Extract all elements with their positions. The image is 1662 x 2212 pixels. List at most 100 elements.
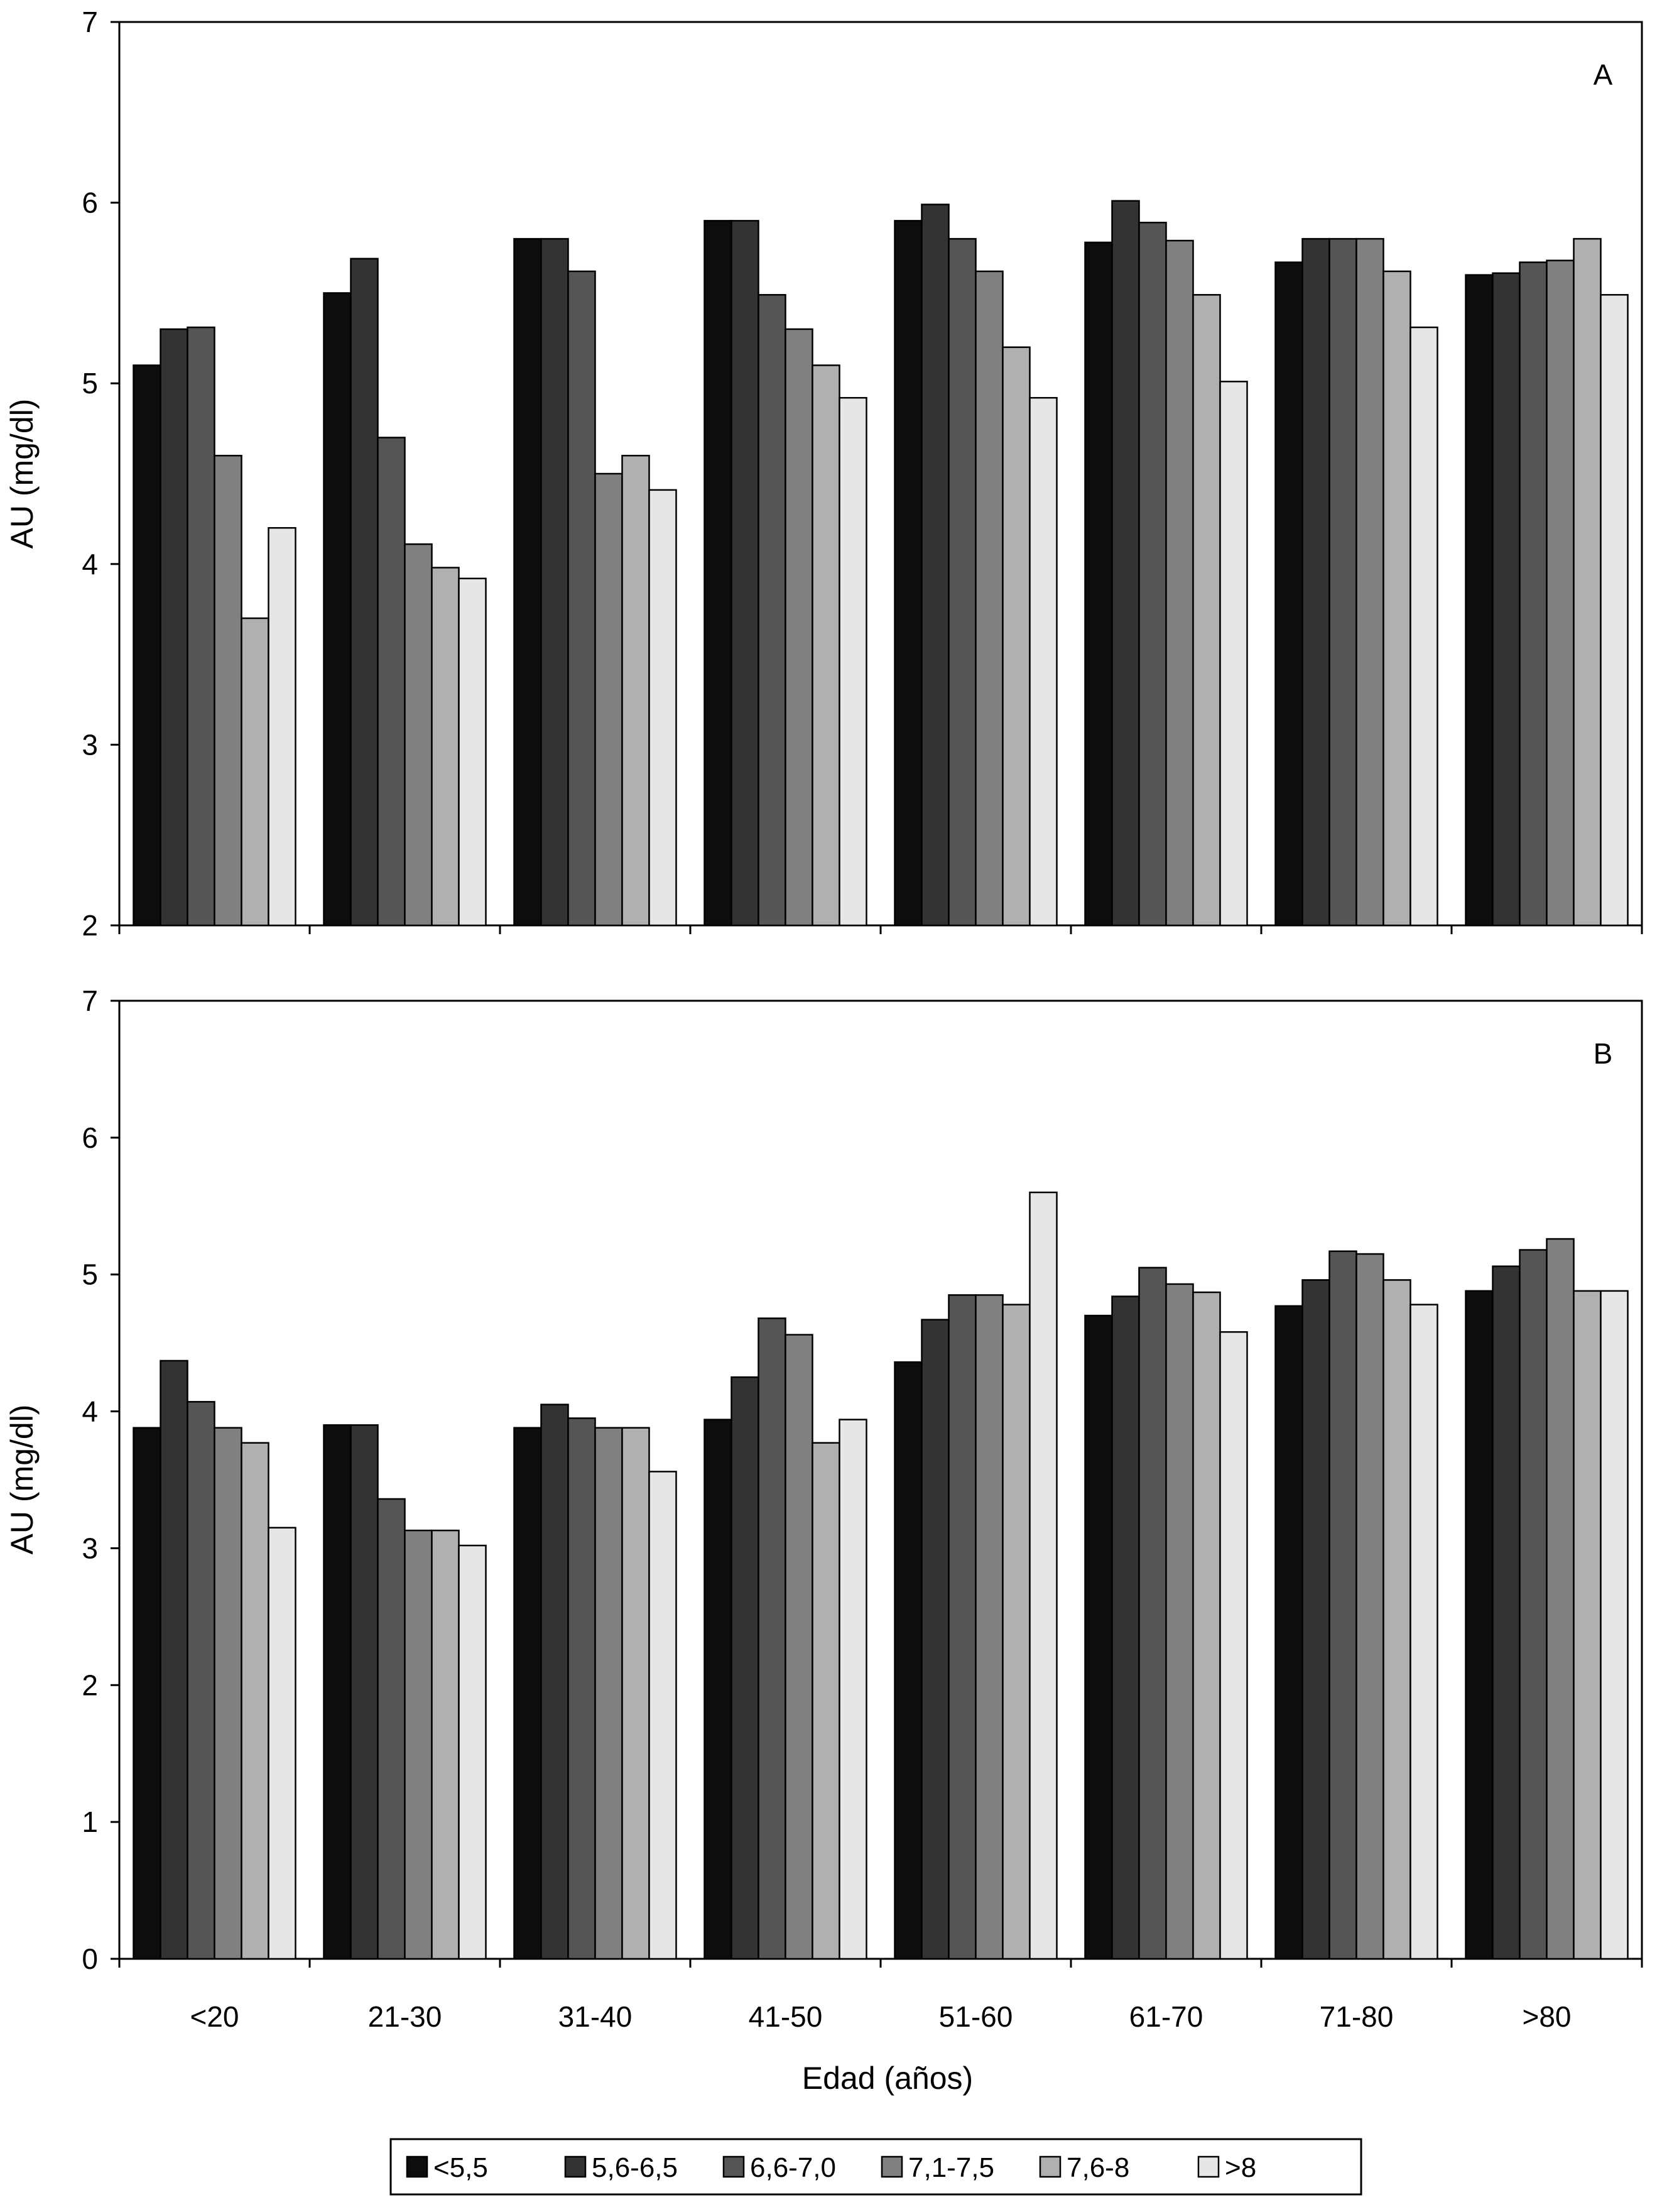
- bar: [1409, 1304, 1438, 1960]
- x-tick-label: <20: [190, 2000, 239, 2033]
- x-tick-label: 31-40: [558, 2000, 633, 2033]
- bar: [1274, 1305, 1303, 1960]
- legend-label: <5,5: [433, 2152, 488, 2183]
- bar: [621, 1427, 650, 1960]
- y-tick-label: 7: [82, 6, 98, 38]
- bar: [214, 1427, 242, 1960]
- bar: [187, 326, 215, 927]
- bar: [133, 364, 161, 927]
- bar: [758, 294, 786, 927]
- bar: [1029, 396, 1058, 927]
- bar: [1111, 1295, 1140, 1960]
- bar: [594, 1427, 623, 1960]
- legend-swatch: [1197, 2155, 1220, 2178]
- bar: [785, 328, 813, 927]
- bar: [431, 567, 460, 927]
- bar: [458, 577, 487, 927]
- bar: [975, 270, 1004, 927]
- panel-label: B: [1594, 1037, 1613, 1070]
- legend-swatch: [722, 2155, 745, 2178]
- bar: [160, 1359, 188, 1960]
- bar: [214, 454, 242, 927]
- bar: [894, 1361, 923, 1960]
- bar: [404, 1529, 433, 1960]
- bar: [1465, 1290, 1494, 1960]
- bar: [1029, 1191, 1058, 1960]
- x-tick-label: 61-70: [1129, 2000, 1203, 2033]
- y-axis-title: AU (mg/dl): [4, 399, 40, 549]
- bar: [785, 1334, 813, 1960]
- bar: [894, 220, 923, 927]
- legend-label: 7,6-8: [1067, 2152, 1129, 2183]
- bar: [567, 270, 596, 927]
- bar: [921, 1319, 950, 1960]
- x-tick-label: 21-30: [368, 2000, 442, 2033]
- bar: [540, 237, 569, 927]
- bar: [594, 472, 623, 927]
- bar: [1492, 1265, 1521, 1960]
- bar: [377, 437, 406, 927]
- y-tick-label: 2: [82, 1669, 98, 1701]
- bar: [160, 328, 188, 927]
- bar: [921, 204, 950, 927]
- bar: [404, 543, 433, 927]
- bar: [1355, 1253, 1384, 1960]
- y-tick-label: 5: [82, 367, 98, 400]
- bar: [1546, 259, 1575, 927]
- bar: [540, 1403, 569, 1960]
- bar: [758, 1317, 786, 1960]
- legend-label: 7,1-7,5: [908, 2152, 994, 2183]
- bar: [187, 1401, 215, 1960]
- bar: [1138, 221, 1167, 927]
- y-tick-label: 3: [82, 728, 98, 761]
- bar: [1355, 237, 1384, 927]
- legend-label: 5,6-6,5: [592, 2152, 678, 2183]
- legend: <5,5 5,6-6,5 6,6-7,0 7,1-7,5 7,6-8 >8: [389, 2138, 1362, 2196]
- bar: [1138, 1267, 1167, 1960]
- legend-swatch: [1039, 2155, 1062, 2178]
- bar: [1492, 272, 1521, 927]
- bar: [513, 237, 542, 927]
- bar: [268, 1527, 296, 1960]
- panel-label: A: [1594, 58, 1613, 91]
- bar: [1573, 1290, 1602, 1960]
- bar: [133, 1427, 161, 1960]
- bar: [812, 1442, 840, 1960]
- bar: [1328, 237, 1357, 927]
- bar: [1165, 239, 1194, 927]
- y-axis-title: AU (mg/dl): [4, 1405, 40, 1555]
- y-tick-label: 5: [82, 1258, 98, 1291]
- bar: [648, 1471, 677, 1960]
- bar: [1219, 1331, 1248, 1960]
- bar: [812, 364, 840, 927]
- bar: [839, 396, 867, 927]
- bar: [1084, 241, 1113, 927]
- bar: [1546, 1238, 1575, 1960]
- bar: [1301, 1279, 1330, 1960]
- bar: [1600, 294, 1629, 927]
- legend-swatch: [881, 2155, 903, 2178]
- bar: [1111, 200, 1140, 927]
- bar: [1465, 274, 1494, 927]
- bar: [241, 1442, 269, 1960]
- bar: [1301, 237, 1330, 927]
- y-tick-label: 3: [82, 1532, 98, 1564]
- bar: [1409, 326, 1438, 927]
- bar: [975, 1294, 1004, 1960]
- bar: [323, 292, 352, 927]
- bar: [1274, 261, 1303, 927]
- bar: [948, 237, 977, 927]
- bar: [1002, 346, 1031, 927]
- bar: [513, 1427, 542, 1960]
- bar: [567, 1417, 596, 1960]
- bar: [1192, 1291, 1221, 1960]
- bar: [323, 1424, 352, 1960]
- y-tick-label: 2: [82, 909, 98, 942]
- bar: [1382, 1279, 1411, 1960]
- legend-swatch: [406, 2155, 428, 2178]
- legend-label: 6,6-7,0: [750, 2152, 836, 2183]
- bar: [1519, 261, 1548, 927]
- bar: [731, 220, 759, 927]
- bar: [948, 1294, 977, 1960]
